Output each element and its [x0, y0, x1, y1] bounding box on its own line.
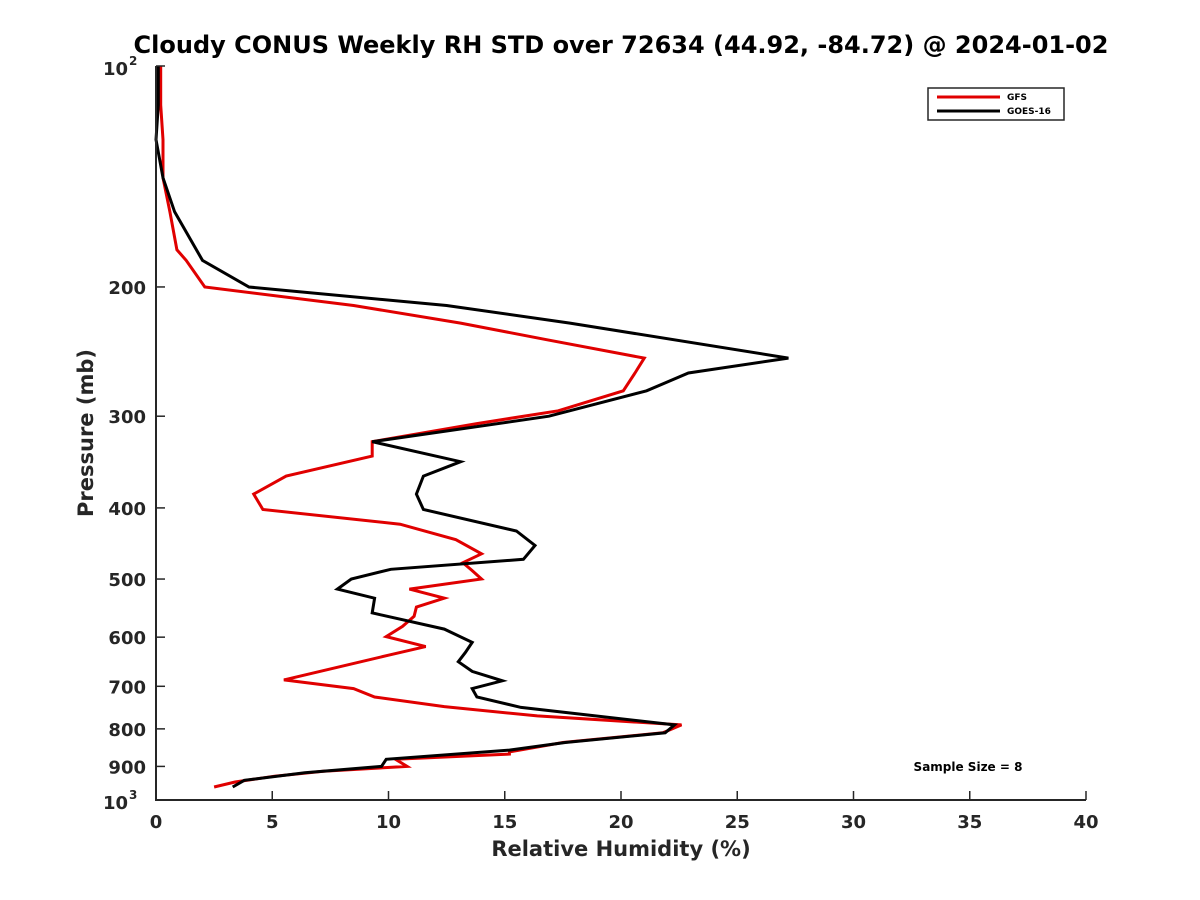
x-tick-label: 10: [376, 812, 401, 833]
x-tick-label: 40: [1073, 812, 1098, 833]
axis-frame: [155, 66, 1086, 801]
sample-size-annotation: Sample Size = 8: [914, 760, 1023, 774]
series-line-goes-16: [154, 66, 789, 789]
y-tick-label: 800: [108, 720, 146, 741]
y-tick-label: 600: [108, 628, 146, 649]
y-tick-label: 400: [108, 499, 146, 520]
y-tick-exponent: 2: [129, 54, 137, 68]
chart-title: Cloudy CONUS Weekly RH STD over 72634 (4…: [134, 31, 1109, 59]
y-tick-label: 10: [103, 59, 128, 80]
x-axis-label: Relative Humidity (%): [491, 837, 750, 861]
x-tick-label: 5: [266, 812, 279, 833]
legend: GFS GOES-16: [927, 87, 1065, 121]
y-tick-label: 900: [108, 757, 146, 778]
series-layer: [154, 66, 789, 789]
x-axis-ticks: 0 5 10 15 20 25 30 35 40: [150, 791, 1099, 833]
series-line-gfs: [159, 66, 683, 789]
x-tick-label: 15: [492, 812, 517, 833]
y-tick-label: 500: [108, 570, 146, 591]
x-tick-label: 30: [841, 812, 866, 833]
legend-box: [927, 87, 1065, 121]
y-tick-exponent: 3: [129, 788, 137, 802]
y-tick-label: 700: [108, 677, 146, 698]
x-tick-label: 20: [608, 812, 633, 833]
x-tick-label: 35: [957, 812, 982, 833]
y-tick-label: 300: [108, 407, 146, 428]
y-axis-label: Pressure (mb): [74, 349, 98, 517]
legend-label-gfs: GFS: [1007, 93, 1027, 103]
legend-label-goes-16: GOES-16: [1007, 107, 1051, 117]
x-tick-label: 0: [150, 812, 163, 833]
y-tick-label: 10: [103, 793, 128, 814]
x-tick-label: 25: [725, 812, 750, 833]
y-tick-label: 200: [108, 278, 146, 299]
